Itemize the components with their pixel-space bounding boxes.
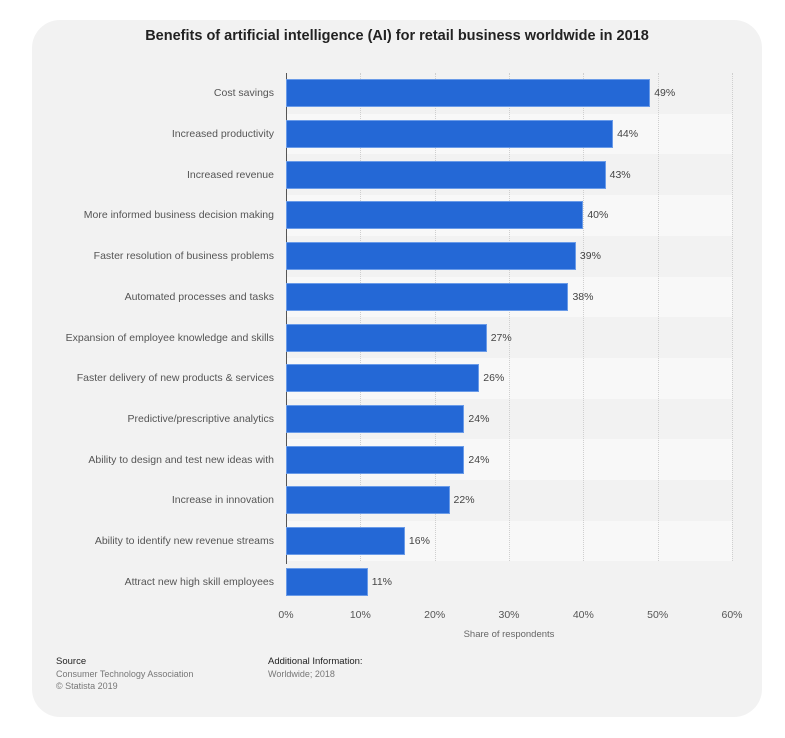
bar-value-label: 38% xyxy=(572,290,594,303)
category-label: Increased revenue xyxy=(187,168,274,181)
bar[interactable] xyxy=(286,120,614,149)
x-tick-label: 20% xyxy=(424,609,446,621)
bar-value-label: 24% xyxy=(468,412,490,425)
x-axis-label: Share of respondents xyxy=(463,629,555,640)
x-tick-label: 60% xyxy=(721,609,743,621)
gridline xyxy=(657,73,659,561)
bar[interactable] xyxy=(286,79,651,108)
gridline xyxy=(360,73,362,561)
bar-value-label: 44% xyxy=(617,128,639,141)
category-label: Ability to identify new revenue streams xyxy=(94,535,274,548)
chart-card: Benefits of artificial intelligence (AI)… xyxy=(32,20,762,717)
bar[interactable] xyxy=(286,364,480,393)
category-label: More informed business decision making xyxy=(83,209,274,222)
category-label: Faster resolution of business problems xyxy=(93,250,274,263)
category-label: Increase in innovation xyxy=(171,494,274,507)
additional-info-line: Worldwide; 2018 xyxy=(268,669,335,679)
bar-value-label: 24% xyxy=(468,453,490,466)
gridline xyxy=(434,73,436,561)
bar-value-label: 40% xyxy=(587,209,609,222)
category-label: Attract new high skill employees xyxy=(124,575,274,588)
additional-info-heading: Additional Information: xyxy=(268,656,363,667)
category-label: Predictive/prescriptive analytics xyxy=(127,412,274,425)
category-label: Ability to design and test new ideas wit… xyxy=(88,453,274,466)
category-label: Increased productivity xyxy=(171,128,274,141)
gridline xyxy=(732,73,733,561)
bar-value-label: 11% xyxy=(371,575,393,588)
bar[interactable] xyxy=(286,486,450,515)
source-heading: Source xyxy=(56,656,87,667)
x-tick-label: 40% xyxy=(572,609,594,621)
copyright-line: © Statista 2019 xyxy=(56,681,118,691)
bar-value-label: 26% xyxy=(483,372,505,385)
gridline xyxy=(583,73,585,561)
bar-value-label: 16% xyxy=(408,535,430,548)
category-label: Cost savings xyxy=(213,87,274,100)
bar[interactable] xyxy=(286,282,569,311)
bar[interactable] xyxy=(286,404,465,433)
bar-value-label: 43% xyxy=(609,168,631,181)
x-tick-label: 10% xyxy=(349,609,371,621)
x-tick-label: 0% xyxy=(278,609,294,621)
bar-value-label: 39% xyxy=(579,250,601,263)
gridline xyxy=(509,73,510,561)
category-label: Automated processes and tasks xyxy=(124,290,274,303)
source-line: Consumer Technology Association xyxy=(56,669,194,679)
bar[interactable] xyxy=(286,160,606,189)
plot-area: 49% 44% 43% 40% 39% 38% 27% 26% 24% 24% 22% 16% 11% xyxy=(286,73,733,596)
category-label: Expansion of employee knowledge and skil… xyxy=(65,331,274,344)
category-label: Faster delivery of new products & servic… xyxy=(76,372,274,385)
bar[interactable] xyxy=(286,323,487,352)
bar[interactable] xyxy=(286,201,584,230)
bar[interactable] xyxy=(286,567,368,596)
x-tick-label: 30% xyxy=(498,609,520,621)
bar[interactable] xyxy=(286,445,465,474)
bar[interactable] xyxy=(286,242,576,271)
bar[interactable] xyxy=(286,527,405,556)
bar-value-label: 49% xyxy=(654,87,676,100)
bar-value-label: 27% xyxy=(490,331,512,344)
x-tick-label: 50% xyxy=(647,609,669,621)
bar-value-label: 22% xyxy=(453,494,475,507)
chart-title: Benefits of artificial intelligence (AI)… xyxy=(145,28,649,44)
y-axis-line xyxy=(286,73,287,564)
